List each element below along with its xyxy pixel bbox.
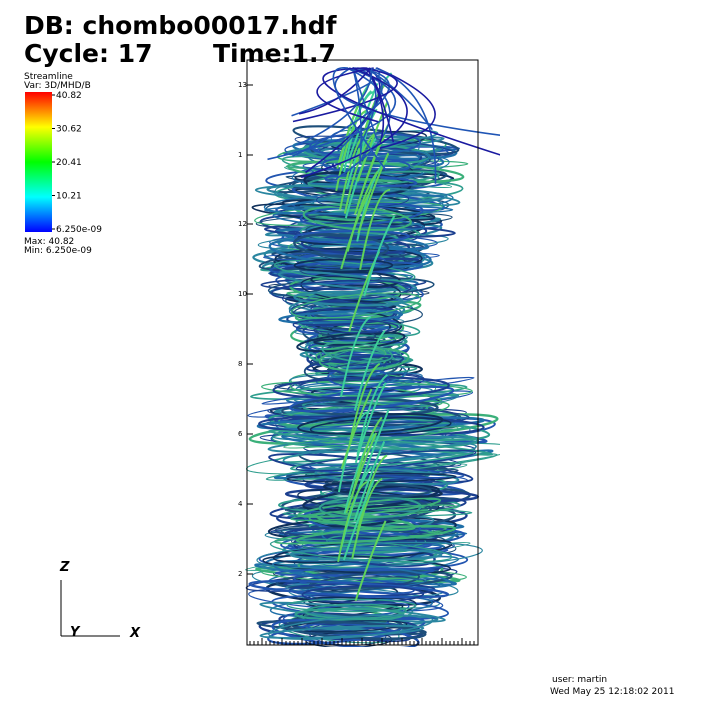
core-streamline xyxy=(357,152,390,234)
streamline xyxy=(315,372,423,386)
streamline xyxy=(331,483,432,498)
core-streamline xyxy=(343,91,375,173)
time-label: Time:1.7 xyxy=(213,39,336,68)
streamline xyxy=(254,201,444,226)
top-streamline xyxy=(300,67,408,179)
legend-variable: Var: 3D/MHD/B xyxy=(24,81,91,91)
top-streamline xyxy=(296,67,373,146)
core-streamline xyxy=(359,188,391,270)
streamline xyxy=(277,270,418,292)
top-streamline xyxy=(292,67,390,158)
z-tick-label: 13 xyxy=(238,81,247,89)
streamline xyxy=(278,310,404,324)
streamline xyxy=(319,347,414,363)
core-streamline xyxy=(343,433,376,515)
top-streamline xyxy=(322,67,500,156)
streamline xyxy=(297,538,455,556)
color-bar-label: 20.41 xyxy=(56,158,82,168)
color-bar xyxy=(25,92,52,232)
core-streamline xyxy=(337,480,369,562)
color-bar-label: 10.21 xyxy=(56,192,82,202)
core-streamline xyxy=(353,441,386,522)
z-tick-label: 6 xyxy=(238,430,243,438)
color-bar-label: 30.62 xyxy=(56,125,82,135)
core-streamline xyxy=(345,432,378,514)
streamline xyxy=(321,341,394,364)
cycle-label: Cycle: 17 xyxy=(24,39,152,68)
streamline xyxy=(292,318,399,334)
streamline xyxy=(295,449,477,472)
core-streamline xyxy=(342,479,375,561)
legend-plot: Streamline xyxy=(24,72,73,82)
legend-min: Min: 6.250e-09 xyxy=(24,246,92,256)
top-streamline xyxy=(376,67,436,149)
core-streamline xyxy=(348,362,381,444)
core-streamline xyxy=(356,374,389,456)
core-streamline xyxy=(351,477,383,559)
footer-date: Wed May 25 12:18:02 2011 xyxy=(550,687,674,697)
streamline xyxy=(307,339,410,357)
color-bar-label: 6.250e-09 xyxy=(56,225,102,235)
streamline xyxy=(259,624,425,639)
core-streamline xyxy=(363,215,396,297)
top-streamline xyxy=(332,67,387,171)
y-axis-label: Y xyxy=(70,625,81,640)
streamline xyxy=(268,429,494,456)
z-tick-label: 2 xyxy=(238,570,242,578)
streamline xyxy=(248,579,450,599)
z-tick-label: 1 xyxy=(238,151,242,159)
z-tick-label: 10 xyxy=(238,290,247,298)
streamline xyxy=(306,355,405,373)
core-streamline xyxy=(340,388,373,470)
top-streamline xyxy=(292,67,398,123)
streamlines xyxy=(245,67,500,647)
streamline xyxy=(290,504,457,521)
streamline xyxy=(273,259,416,283)
core-streamline xyxy=(346,170,379,252)
streamline xyxy=(314,467,460,486)
streamline xyxy=(286,306,396,327)
top-streamline xyxy=(335,67,391,180)
core-streamline xyxy=(354,520,387,602)
color-bar-label: 40.82 xyxy=(56,91,82,101)
top-streamline xyxy=(267,67,396,161)
streamline xyxy=(286,598,417,613)
core-streamline xyxy=(339,315,372,398)
streamline xyxy=(293,233,390,259)
streamline xyxy=(318,347,410,372)
core-streamline xyxy=(353,329,386,411)
top-streamline xyxy=(365,67,395,143)
streamline xyxy=(300,236,411,255)
database-title: DB: chombo00017.hdf xyxy=(24,11,338,40)
streamline xyxy=(290,292,422,319)
streamline xyxy=(293,290,404,307)
streamline xyxy=(262,554,452,575)
streamline xyxy=(275,569,453,590)
top-streamline xyxy=(334,67,500,137)
core-streamline xyxy=(354,382,387,464)
z-tick-label: 4 xyxy=(238,500,243,508)
streamline xyxy=(256,541,483,569)
footer-user: user: martin xyxy=(552,675,607,685)
z-tick-label: 8 xyxy=(238,360,242,368)
streamline xyxy=(270,279,412,302)
top-streamline xyxy=(298,67,372,115)
streamline xyxy=(293,230,410,244)
streamline xyxy=(297,497,442,518)
z-tick-label: 12 xyxy=(238,220,247,228)
streamline xyxy=(297,413,444,435)
top-streamline xyxy=(356,67,377,149)
core-streamline xyxy=(355,454,388,536)
x-axis-label: X xyxy=(129,626,141,641)
top-streamline xyxy=(316,67,379,123)
z-axis-label: Z xyxy=(59,560,70,575)
streamline xyxy=(272,212,426,231)
streamline xyxy=(301,585,425,604)
legend-max: Max: 40.82 xyxy=(24,237,74,247)
streamline xyxy=(286,160,465,183)
